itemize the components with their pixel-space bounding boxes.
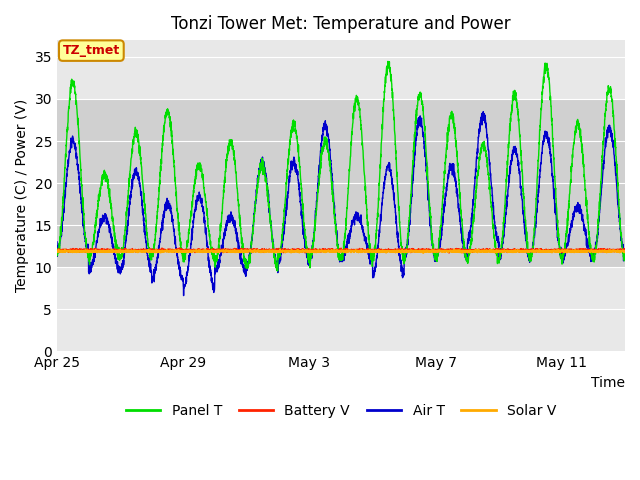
Bar [57,99,625,267]
Title: Tonzi Tower Met: Temperature and Power: Tonzi Tower Met: Temperature and Power [172,15,511,33]
X-axis label: Time: Time [591,376,625,390]
Y-axis label: Temperature (C) / Power (V): Temperature (C) / Power (V) [15,99,29,292]
Text: TZ_tmet: TZ_tmet [63,44,120,57]
Bar [57,40,625,99]
Legend: Panel T, Battery V, Air T, Solar V: Panel T, Battery V, Air T, Solar V [120,399,562,424]
Bar [57,267,625,351]
